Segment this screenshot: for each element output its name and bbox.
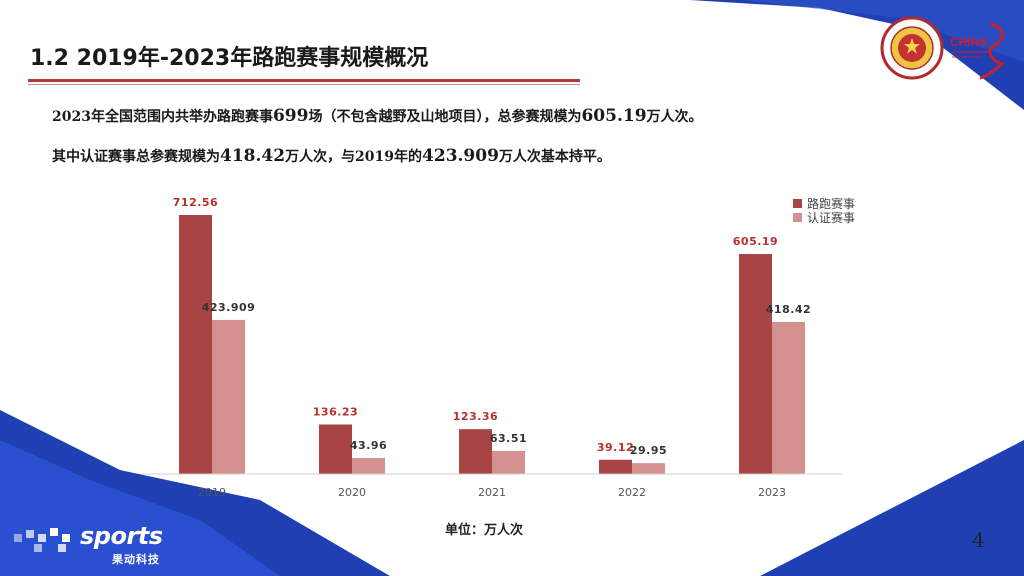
bars-group — [179, 215, 805, 474]
certified-participants-2019: 423.909 — [422, 146, 499, 166]
page-title: 1.2 2019年-2023年路跑赛事规模概况 — [30, 46, 429, 71]
title-rule — [28, 79, 580, 82]
legend-swatch-0 — [793, 199, 802, 208]
top-right-wave-light — [740, 0, 1024, 62]
total-participants: 605.19 — [581, 106, 647, 126]
bar-road-race-2020 — [319, 424, 352, 474]
legend-label-0: 路跑赛事 — [807, 196, 855, 211]
summary-text: 万人次，与2019年的 — [285, 149, 423, 165]
china-running-logo: CHINA — [950, 22, 1006, 80]
bar-certified-2019 — [212, 319, 245, 474]
bar-certified-2022 — [632, 463, 665, 474]
sports-brand-icon — [14, 528, 70, 552]
value-labels-group: 712.56 423.909 136.23 43.96 123.36 63.51 39.12… — [173, 196, 811, 457]
event-count: 699 — [272, 106, 309, 126]
data-label-road-race-2020: 136.23 — [313, 405, 358, 418]
summary-text: 万人次基本持平。 — [498, 149, 611, 165]
bar-road-race-2022 — [599, 459, 632, 474]
summary-text: 万人次。 — [646, 109, 703, 125]
bar-certified-2023 — [772, 321, 805, 474]
bar-road-race-2021 — [459, 429, 492, 474]
certified-participants-2023: 418.42 — [220, 146, 286, 166]
title-rule-thin — [28, 84, 580, 85]
athletics-association-seal-logo — [880, 16, 944, 80]
x-tick-2022: 2022 — [618, 486, 646, 499]
x-tick-2023: 2023 — [758, 486, 786, 499]
page-number: 4 — [972, 528, 985, 552]
data-label-certified-2023: 418.42 — [766, 303, 811, 316]
brand-name: sports — [80, 522, 163, 550]
bar-road-race-2019 — [179, 215, 212, 474]
x-tick-labels: 2019 2020 2021 2022 2023 — [198, 486, 786, 499]
bottom-right-wave — [760, 440, 1024, 576]
summary-line-2: 其中认证赛事总参赛规模为418.42万人次，与2019年的423.909万人次基… — [52, 146, 611, 166]
data-label-certified-2022: 29.95 — [630, 444, 667, 457]
summary-line-1: 2023年全国范围内共举办路跑赛事699场（不包含越野及山地项目），总参赛规模为… — [52, 106, 703, 126]
summary-text: 2023年全国范围内共举办路跑赛事 — [52, 109, 273, 125]
x-tick-2020: 2020 — [338, 486, 366, 499]
summary-text: 其中认证赛事总参赛规模为 — [52, 149, 220, 165]
summary-text: 场（不包含越野及山地项目），总参赛规模为 — [308, 109, 582, 125]
data-label-road-race-2023: 605.19 — [733, 235, 778, 248]
data-label-certified-2020: 43.96 — [350, 439, 387, 452]
data-label-certified-2021: 63.51 — [490, 432, 527, 445]
legend-label-1: 认证赛事 — [807, 210, 855, 225]
china-text: CHINA — [950, 35, 988, 49]
data-label-road-race-2021: 123.36 — [453, 410, 498, 423]
x-tick-2019: 2019 — [198, 486, 226, 499]
data-label-certified-2019: 423.909 — [202, 301, 256, 314]
unit-label: 单位：万人次 — [445, 523, 524, 538]
x-tick-2021: 2021 — [478, 486, 506, 499]
legend-swatch-1 — [793, 213, 802, 222]
brand-chinese-name: 果动科技 — [112, 553, 160, 566]
bar-certified-2021 — [492, 450, 525, 474]
bar-certified-2020 — [352, 458, 385, 474]
data-label-road-race-2022: 39.12 — [597, 441, 634, 454]
data-label-road-race-2019: 712.56 — [173, 196, 218, 209]
bar-road-race-2023 — [739, 254, 772, 474]
